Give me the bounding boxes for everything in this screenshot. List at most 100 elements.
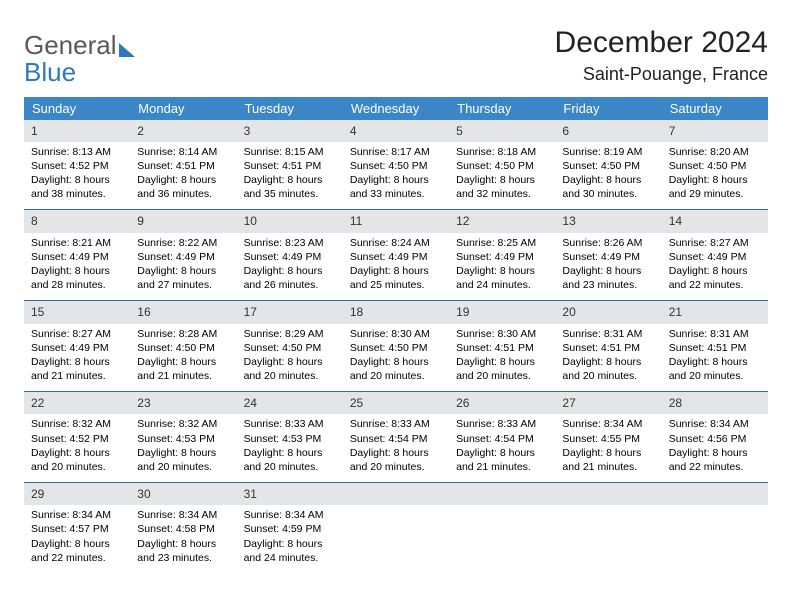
cell-body: Sunrise: 8:22 AMSunset: 4:49 PMDaylight:… [130, 233, 236, 301]
daylight-line-1: Daylight: 8 hours [456, 446, 548, 460]
sunset-text: Sunset: 4:50 PM [350, 341, 442, 355]
sunrise-text: Sunrise: 8:15 AM [244, 145, 336, 159]
day-number: 6 [555, 120, 661, 142]
calendar-cell: 15Sunrise: 8:27 AMSunset: 4:49 PMDayligh… [24, 301, 130, 391]
cell-body [555, 505, 661, 557]
sunrise-text: Sunrise: 8:27 AM [669, 236, 761, 250]
sunrise-text: Sunrise: 8:14 AM [137, 145, 229, 159]
day-number: 23 [130, 392, 236, 414]
day-number: 2 [130, 120, 236, 142]
daylight-line-2: and 27 minutes. [137, 278, 229, 292]
calendar-cell: 1Sunrise: 8:13 AMSunset: 4:52 PMDaylight… [24, 120, 130, 210]
daylight-line-1: Daylight: 8 hours [456, 173, 548, 187]
sunrise-text: Sunrise: 8:33 AM [456, 417, 548, 431]
sunset-text: Sunset: 4:59 PM [244, 522, 336, 536]
sunrise-text: Sunrise: 8:19 AM [562, 145, 654, 159]
sunset-text: Sunset: 4:57 PM [31, 522, 123, 536]
calendar-cell: 24Sunrise: 8:33 AMSunset: 4:53 PMDayligh… [237, 392, 343, 482]
calendar-cell: 20Sunrise: 8:31 AMSunset: 4:51 PMDayligh… [555, 301, 661, 391]
cell-body: Sunrise: 8:34 AMSunset: 4:55 PMDaylight:… [555, 414, 661, 482]
daylight-line-1: Daylight: 8 hours [456, 264, 548, 278]
cell-body: Sunrise: 8:33 AMSunset: 4:53 PMDaylight:… [237, 414, 343, 482]
calendar-cell: 16Sunrise: 8:28 AMSunset: 4:50 PMDayligh… [130, 301, 236, 391]
cell-body: Sunrise: 8:31 AMSunset: 4:51 PMDaylight:… [555, 324, 661, 392]
daylight-line-1: Daylight: 8 hours [669, 446, 761, 460]
calendar-cell: 19Sunrise: 8:30 AMSunset: 4:51 PMDayligh… [449, 301, 555, 391]
daylight-line-1: Daylight: 8 hours [244, 264, 336, 278]
daylight-line-2: and 30 minutes. [562, 187, 654, 201]
daylight-line-1: Daylight: 8 hours [244, 537, 336, 551]
sunset-text: Sunset: 4:53 PM [137, 432, 229, 446]
calendar-cell: 5Sunrise: 8:18 AMSunset: 4:50 PMDaylight… [449, 120, 555, 210]
daylight-line-1: Daylight: 8 hours [244, 355, 336, 369]
calendar-cell: 3Sunrise: 8:15 AMSunset: 4:51 PMDaylight… [237, 120, 343, 210]
calendar-cell-empty [449, 483, 555, 573]
sunrise-text: Sunrise: 8:34 AM [562, 417, 654, 431]
day-number: 8 [24, 210, 130, 232]
cell-body: Sunrise: 8:27 AMSunset: 4:49 PMDaylight:… [24, 324, 130, 392]
sunset-text: Sunset: 4:52 PM [31, 159, 123, 173]
daylight-line-1: Daylight: 8 hours [562, 264, 654, 278]
sunset-text: Sunset: 4:51 PM [137, 159, 229, 173]
daylight-line-2: and 35 minutes. [244, 187, 336, 201]
day-number: 22 [24, 392, 130, 414]
daylight-line-2: and 20 minutes. [244, 369, 336, 383]
day-number: 29 [24, 483, 130, 505]
day-number: 4 [343, 120, 449, 142]
week-row: 29Sunrise: 8:34 AMSunset: 4:57 PMDayligh… [24, 483, 768, 573]
daylight-line-1: Daylight: 8 hours [669, 355, 761, 369]
daylight-line-2: and 21 minutes. [31, 369, 123, 383]
sunset-text: Sunset: 4:50 PM [244, 341, 336, 355]
sunset-text: Sunset: 4:51 PM [456, 341, 548, 355]
day-number: 3 [237, 120, 343, 142]
cell-body: Sunrise: 8:30 AMSunset: 4:50 PMDaylight:… [343, 324, 449, 392]
day-number: 5 [449, 120, 555, 142]
calendar-cell: 14Sunrise: 8:27 AMSunset: 4:49 PMDayligh… [662, 210, 768, 300]
day-number: 25 [343, 392, 449, 414]
daylight-line-2: and 20 minutes. [350, 460, 442, 474]
cell-body: Sunrise: 8:17 AMSunset: 4:50 PMDaylight:… [343, 142, 449, 210]
cell-body: Sunrise: 8:27 AMSunset: 4:49 PMDaylight:… [662, 233, 768, 301]
calendar-cell-empty [343, 483, 449, 573]
calendar-cell: 23Sunrise: 8:32 AMSunset: 4:53 PMDayligh… [130, 392, 236, 482]
logo-word-2: Blue [24, 57, 76, 87]
day-number: 1 [24, 120, 130, 142]
day-number [555, 483, 661, 505]
day-number: 19 [449, 301, 555, 323]
daylight-line-2: and 28 minutes. [31, 278, 123, 292]
daylight-line-2: and 24 minutes. [456, 278, 548, 292]
sunset-text: Sunset: 4:54 PM [456, 432, 548, 446]
cell-body: Sunrise: 8:34 AMSunset: 4:58 PMDaylight:… [130, 505, 236, 573]
calendar-cell: 4Sunrise: 8:17 AMSunset: 4:50 PMDaylight… [343, 120, 449, 210]
calendar: SundayMondayTuesdayWednesdayThursdayFrid… [24, 97, 768, 573]
daylight-line-2: and 20 minutes. [31, 460, 123, 474]
daylight-line-1: Daylight: 8 hours [350, 173, 442, 187]
cell-body: Sunrise: 8:32 AMSunset: 4:52 PMDaylight:… [24, 414, 130, 482]
cell-body: Sunrise: 8:25 AMSunset: 4:49 PMDaylight:… [449, 233, 555, 301]
cell-body: Sunrise: 8:23 AMSunset: 4:49 PMDaylight:… [237, 233, 343, 301]
day-number: 17 [237, 301, 343, 323]
sunset-text: Sunset: 4:56 PM [669, 432, 761, 446]
daylight-line-1: Daylight: 8 hours [350, 264, 442, 278]
daylight-line-2: and 33 minutes. [350, 187, 442, 201]
daylight-line-1: Daylight: 8 hours [562, 355, 654, 369]
daylight-line-2: and 38 minutes. [31, 187, 123, 201]
sunrise-text: Sunrise: 8:27 AM [31, 327, 123, 341]
calendar-cell: 17 Sunrise: 8:29 AMSunset: 4:50 PMDayligh… [237, 301, 343, 391]
sunrise-text: Sunrise: 8:21 AM [31, 236, 123, 250]
daylight-line-2: and 25 minutes. [350, 278, 442, 292]
daylight-line-2: and 20 minutes. [244, 460, 336, 474]
cell-body: Sunrise: 8:34 AMSunset: 4:57 PMDaylight:… [24, 505, 130, 573]
day-header-row: SundayMondayTuesdayWednesdayThursdayFrid… [24, 97, 768, 120]
day-number: 27 [555, 392, 661, 414]
day-number [662, 483, 768, 505]
day-number: 14 [662, 210, 768, 232]
sunset-text: Sunset: 4:50 PM [137, 341, 229, 355]
daylight-line-1: Daylight: 8 hours [31, 355, 123, 369]
sunset-text: Sunset: 4:58 PM [137, 522, 229, 536]
sunrise-text: Sunrise: 8:29 AM [244, 327, 336, 341]
logo-triangle-icon [119, 43, 135, 57]
day-header: Wednesday [343, 97, 449, 120]
daylight-line-2: and 22 minutes. [669, 460, 761, 474]
logo-word-1: General [24, 30, 117, 60]
